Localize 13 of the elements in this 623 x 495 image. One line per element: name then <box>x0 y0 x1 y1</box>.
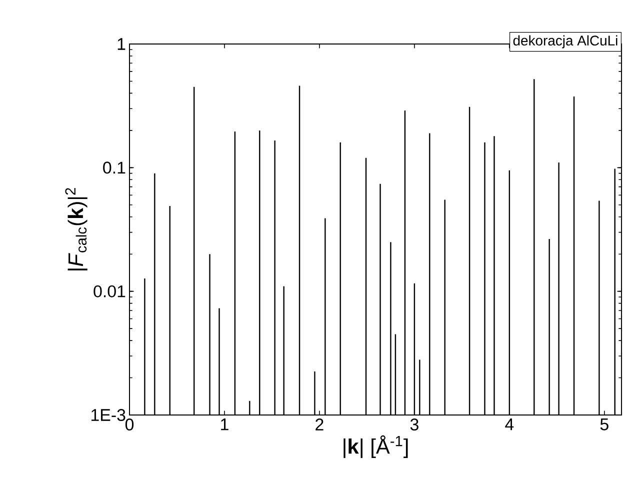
x-tick-label: 1 <box>221 418 228 430</box>
x-tick-label: 3 <box>410 418 418 431</box>
y-tick-label: 1E-3 <box>92 409 126 422</box>
x-axis-title: |k| [Å$^{-1}$] <box>344 435 408 458</box>
y-tick-label: 1 <box>118 38 126 50</box>
y-axis-title: |F$_{calc}$(k)|$^{2}$ <box>65 188 88 270</box>
y-tick-label: 0.1 <box>103 162 126 174</box>
y-tick-label: 0.01 <box>94 285 126 298</box>
x-tick-label: 4 <box>505 418 514 430</box>
x-tick-label: 5 <box>600 418 608 430</box>
x-tick-label: 0 <box>125 418 134 431</box>
x-tick-label: 2 <box>316 418 324 430</box>
annotation: dekoracja AlCuLi <box>513 35 618 48</box>
